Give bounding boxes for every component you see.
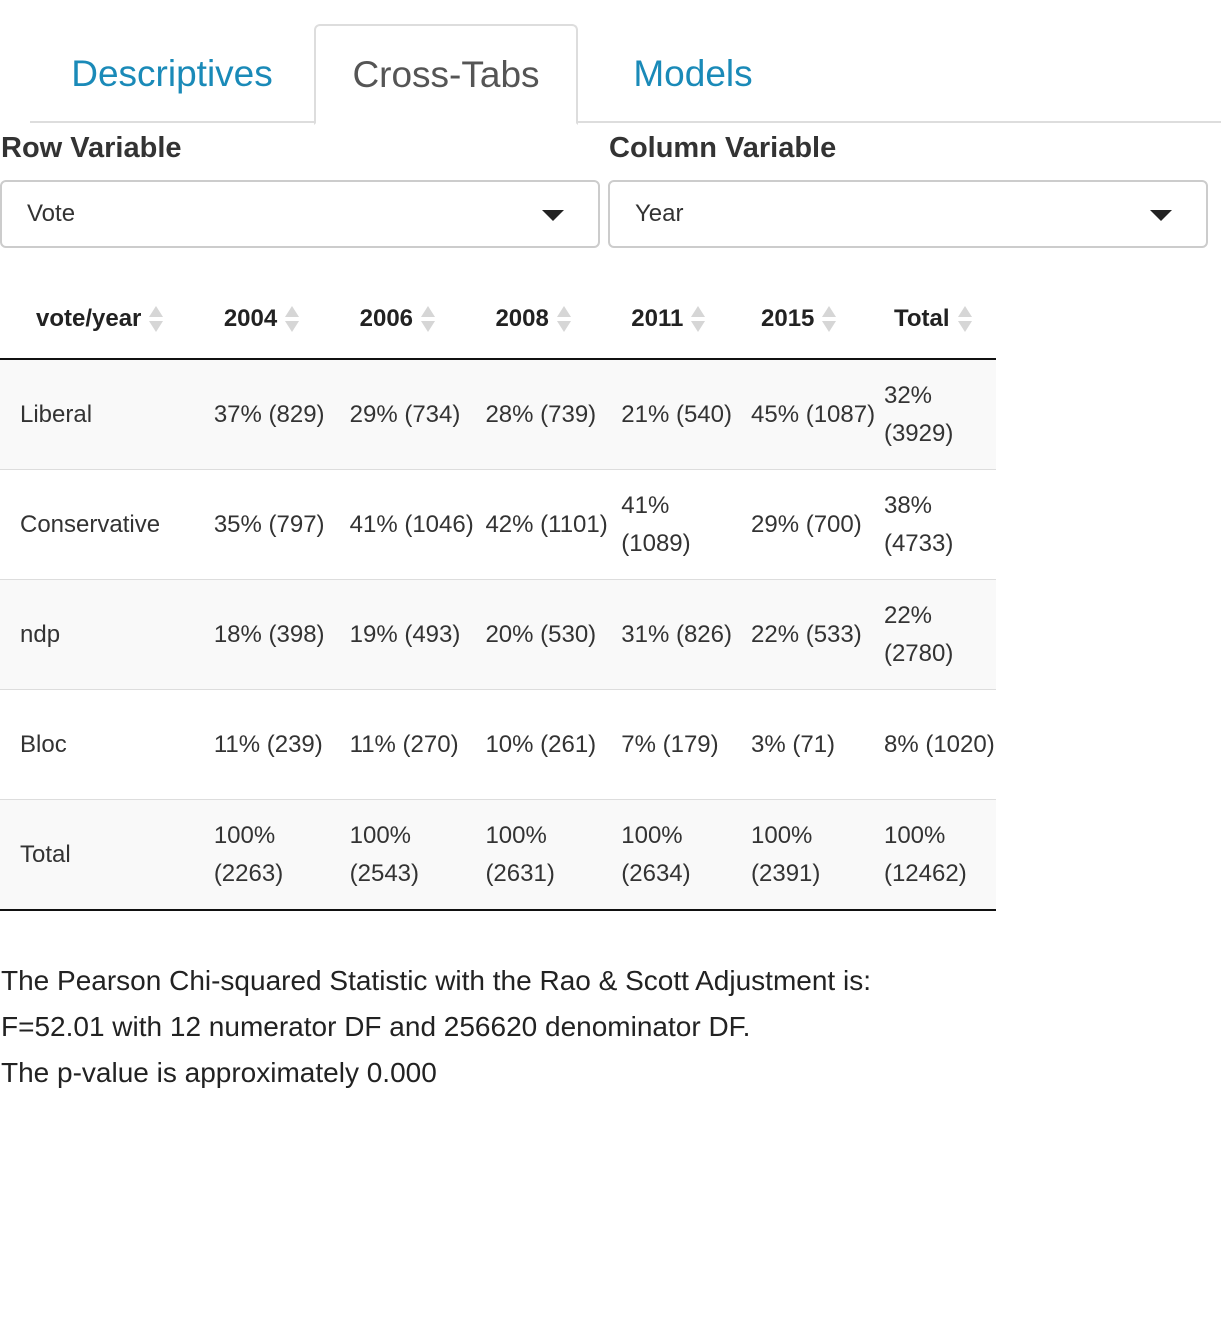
table-row: ndp 18% (398) 19% (493) 20% (530) 31% (826) 2…: [0, 579, 996, 690]
column-header-2006[interactable]: 2006: [343, 280, 480, 360]
tab-descriptives[interactable]: Descriptives: [71, 52, 273, 94]
row-variable-value: Vote: [27, 200, 76, 227]
column-header-label: 2011: [631, 305, 684, 332]
table-cell: 100% (12462): [877, 799, 996, 911]
stats-line-3: The p-value is approximately 0.000: [1, 1057, 437, 1088]
column-header-content: 2006: [359, 305, 436, 333]
table-cell: 29% (700): [745, 469, 878, 580]
table-cell: 32% (3929): [877, 359, 996, 470]
column-header-label: vote/year: [36, 305, 142, 332]
sort-icon[interactable]: [957, 305, 972, 333]
table-cell: 100% (2634): [615, 799, 745, 911]
column-header-vote-year[interactable]: vote/year: [0, 280, 208, 360]
tab-cross-tabs[interactable]: Cross-Tabs: [314, 24, 578, 125]
column-header-label: Total: [893, 305, 950, 332]
table-cell: 42% (1101): [479, 469, 616, 580]
table-cell: 41% (1089): [615, 469, 745, 580]
table-cell: 100% (2263): [207, 799, 344, 911]
row-label: Total: [0, 799, 208, 911]
chevron-down-icon: [1150, 210, 1172, 221]
table-cell: 41% (1046): [343, 469, 480, 580]
column-variable-label: Column Variable: [609, 132, 837, 164]
cross-tab-table: vote/year 2004 2006 2008 2011 2015 Total Liber…: [0, 280, 996, 911]
table-cell: 31% (826): [615, 579, 745, 690]
row-variable-label: Row Variable: [1, 132, 182, 164]
column-variable-value: Year: [635, 200, 684, 227]
table-cell: 10% (261): [479, 689, 616, 800]
table-cell: 7% (179): [615, 689, 745, 800]
sort-icon[interactable]: [285, 305, 300, 333]
column-variable-select[interactable]: Year: [608, 180, 1208, 248]
table-cell: 37% (829): [207, 359, 344, 470]
table-row: Conservative 35% (797) 41% (1046) 42% (1101…: [0, 469, 996, 580]
sort-icon[interactable]: [556, 305, 571, 333]
column-header-2011[interactable]: 2011: [615, 280, 745, 360]
table-cell: 29% (734): [343, 359, 480, 470]
table-row: Total 100% (2263) 100% (2543) 100% (2631) 10…: [0, 799, 996, 911]
table-cell: 8% (1020): [877, 689, 996, 800]
column-header-content: 2015: [761, 305, 837, 333]
table-body: Liberal 37% (829) 29% (734) 28% (739) 21% (5…: [0, 359, 996, 911]
row-variable-select[interactable]: Vote: [0, 180, 600, 248]
table-cell: 35% (797): [207, 469, 344, 580]
sort-icon[interactable]: [822, 305, 837, 333]
column-header-2015[interactable]: 2015: [745, 280, 878, 360]
row-label: ndp: [0, 579, 208, 690]
tab-models[interactable]: Models: [633, 52, 753, 94]
table-cell: 45% (1087): [745, 359, 878, 470]
column-header-content: 2011: [631, 305, 706, 333]
table-cell: 19% (493): [343, 579, 480, 690]
table-cell: 3% (71): [745, 689, 878, 800]
table-cell: 100% (2543): [343, 799, 480, 911]
table-row: Bloc 11% (239) 11% (270) 10% (261) 7% (179) 3…: [0, 689, 996, 800]
column-header-label: 2015: [761, 305, 815, 332]
table-cell: 38% (4733): [877, 469, 996, 580]
column-header-label: 2008: [495, 305, 549, 332]
sort-icon[interactable]: [149, 305, 164, 333]
table-cell: 22% (533): [745, 579, 878, 690]
sort-icon[interactable]: [421, 305, 436, 333]
column-header-content: 2004: [223, 305, 300, 333]
tab-bar: Descriptives Cross-Tabs Models: [30, 24, 1221, 125]
stats-line-2: F=52.01 with 12 numerator DF and 256620 …: [1, 1011, 751, 1042]
chevron-down-icon: [542, 210, 564, 221]
column-header-label: 2004: [223, 305, 278, 332]
table-cell: 11% (270): [343, 689, 480, 800]
table-cell: 28% (739): [479, 359, 616, 470]
column-header-label: 2006: [359, 305, 414, 332]
stats-line-1: The Pearson Chi-squared Statistic with t…: [1, 965, 871, 996]
row-label: Liberal: [0, 359, 208, 470]
table-cell: 11% (239): [207, 689, 344, 800]
column-header-total[interactable]: Total: [877, 280, 996, 360]
table-cell: 21% (540): [615, 359, 745, 470]
table-header-row: vote/year 2004 2006 2008 2011 2015 Total: [0, 280, 996, 360]
row-label: Conservative: [0, 469, 208, 580]
sort-icon[interactable]: [691, 305, 706, 333]
table-cell: 100% (2631): [479, 799, 616, 911]
column-header-content: vote/year: [36, 305, 164, 333]
table-cell: 22% (2780): [877, 579, 996, 690]
table-cell: 20% (530): [479, 579, 616, 690]
column-header-2004[interactable]: 2004: [207, 280, 344, 360]
chi-squared-result: The Pearson Chi-squared Statistic with t…: [1, 958, 871, 1096]
row-label: Bloc: [0, 689, 208, 800]
column-header-2008[interactable]: 2008: [479, 280, 616, 360]
table-cell: 18% (398): [207, 579, 344, 690]
column-header-content: 2008: [495, 305, 571, 333]
column-header-content: Total: [894, 305, 972, 333]
table-row: Liberal 37% (829) 29% (734) 28% (739) 21% (5…: [0, 359, 996, 470]
table-cell: 100% (2391): [745, 799, 878, 911]
